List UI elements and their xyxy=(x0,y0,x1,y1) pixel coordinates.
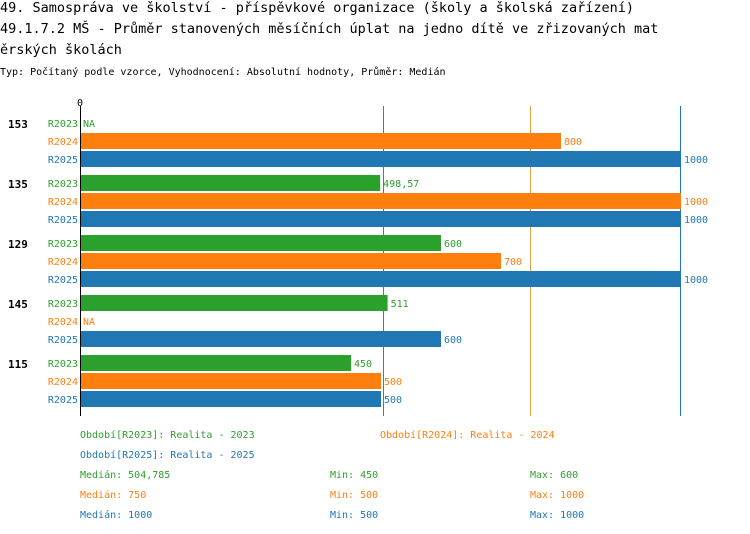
group-label: 145 xyxy=(8,298,28,311)
bar-r2025-145 xyxy=(81,331,441,347)
chart-subtitle: Typ: Počítaný podle vzorce, Vyhodnocení:… xyxy=(0,67,446,78)
data-label-r2023-145: 511 xyxy=(391,299,409,310)
series-label-r2025: R2025 xyxy=(48,215,78,226)
bar-r2024-153 xyxy=(81,133,561,149)
data-label-r2025-115: 500 xyxy=(384,395,402,406)
bar-r2025-129 xyxy=(81,271,681,287)
group-label: 135 xyxy=(8,178,28,191)
chart-title-line-2: 49.1.7.2 MŠ - Průměr stanovených měsíční… xyxy=(0,21,659,37)
bar-r2023-145 xyxy=(81,295,388,311)
legend-period-2025: Období[R2025]: Realita - 2025 xyxy=(80,450,255,461)
bar-r2025-135 xyxy=(81,211,681,227)
data-label-r2025-153: 1000 xyxy=(684,155,708,166)
legend-median-2025: Medián: 1000 xyxy=(80,510,153,521)
data-label-r2024-145: NA xyxy=(83,317,95,328)
bar-chart: 0 153 R2023 NA R2024 800 R2025 1000 135 R2023 498,… xyxy=(8,98,708,416)
data-label-r2024-135: 1000 xyxy=(684,197,708,208)
bar-r2024-129 xyxy=(81,253,501,269)
series-label-r2025: R2025 xyxy=(48,395,78,406)
group-label: 153 xyxy=(8,118,28,131)
data-label-r2025-145: 600 xyxy=(444,335,462,346)
data-label-r2024-115: 500 xyxy=(384,377,402,388)
series-label-r2023: R2023 xyxy=(48,179,78,190)
series-label-r2025: R2025 xyxy=(48,275,78,286)
series-label-r2025: R2025 xyxy=(48,155,78,166)
series-label-r2024: R2024 xyxy=(48,197,78,208)
bar-r2024-115 xyxy=(81,373,381,389)
data-label-r2024-129: 700 xyxy=(504,257,522,268)
legend-period-2024: Období[R2024]: Realita - 2024 xyxy=(380,430,555,441)
group-label: 129 xyxy=(8,238,28,251)
series-label-r2024: R2024 xyxy=(48,137,78,148)
series-label-r2024: R2024 xyxy=(48,257,78,268)
legend-max-2024: Max: 1000 xyxy=(530,490,585,501)
bar-r2023-129 xyxy=(81,235,441,251)
series-label-r2024: R2024 xyxy=(48,317,78,328)
legend-period-2023: Období[R2023]: Realita - 2023 xyxy=(80,430,255,441)
bar-r2025-115 xyxy=(81,391,381,407)
legend-median-2023: Medián: 504,785 xyxy=(80,470,171,481)
legend-min-2024: Min: 500 xyxy=(330,490,379,501)
data-label-r2023-135: 498,57 xyxy=(383,179,419,190)
series-label-r2025: R2025 xyxy=(48,335,78,346)
series-label-r2023: R2023 xyxy=(48,359,78,370)
series-label-r2024: R2024 xyxy=(48,377,78,388)
bar-r2025-153 xyxy=(81,151,681,167)
series-label-r2023: R2023 xyxy=(48,119,78,130)
legend-min-2023: Min: 450 xyxy=(330,470,379,481)
data-label-r2023-115: 450 xyxy=(354,359,372,370)
legend-median-2024: Medián: 750 xyxy=(80,490,147,501)
legend-min-2025: Min: 500 xyxy=(330,510,379,521)
chart-title-line-3: ěrských školách xyxy=(0,42,122,58)
bar-r2024-135 xyxy=(81,193,681,209)
bar-r2023-135 xyxy=(81,175,381,191)
legend-max-2023: Max: 600 xyxy=(530,470,579,481)
data-label-r2025-129: 1000 xyxy=(684,275,708,286)
series-label-r2023: R2023 xyxy=(48,299,78,310)
data-label-r2024-153: 800 xyxy=(564,137,582,148)
x-axis-zero-label: 0 xyxy=(77,98,83,109)
data-label-r2025-135: 1000 xyxy=(684,215,708,226)
legend-max-2025: Max: 1000 xyxy=(530,510,585,521)
group-label: 115 xyxy=(8,358,28,371)
data-label-r2023-153: NA xyxy=(83,119,95,130)
chart-title-line-1: 49. Samospráva ve školství - příspěvkové… xyxy=(0,0,634,16)
series-label-r2023: R2023 xyxy=(48,239,78,250)
data-label-r2023-129: 600 xyxy=(444,239,462,250)
bar-r2023-115 xyxy=(81,355,351,371)
